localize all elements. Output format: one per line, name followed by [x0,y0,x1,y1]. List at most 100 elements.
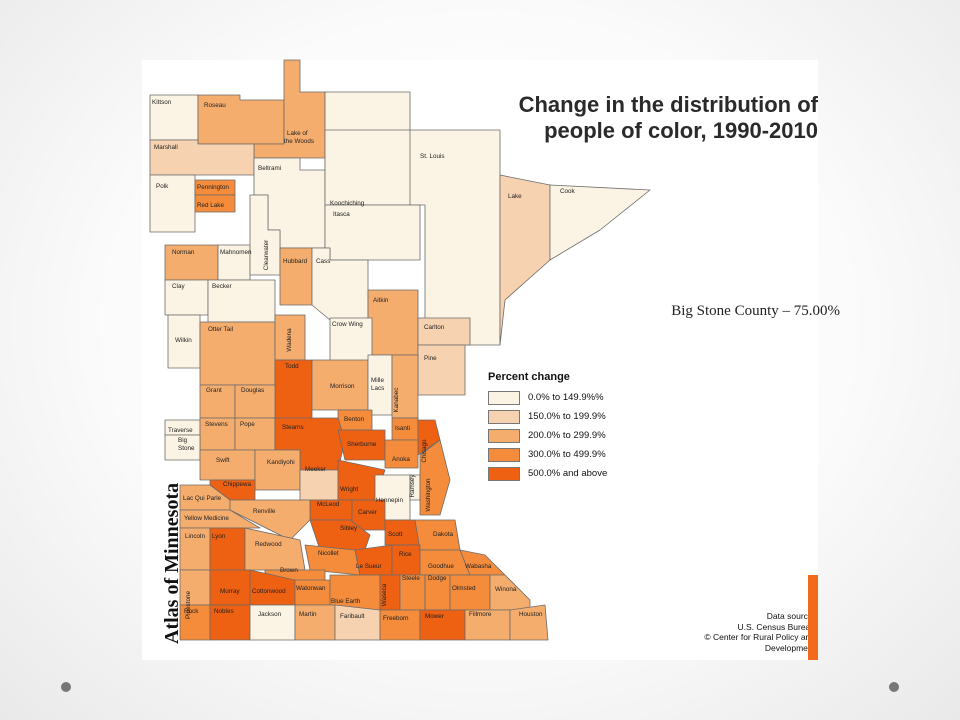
county-cook [549,184,651,261]
county-label-faribault: Faribault [340,613,365,620]
legend-swatch-4 [488,466,520,481]
legend-swatch-1 [488,409,520,424]
slide-dot-right [889,682,899,692]
map-title: Change in the distribution of people of … [470,92,818,144]
county-lake [499,174,551,346]
county-label-olmsted: Olmsted [452,585,476,592]
county-renville [229,499,311,541]
county-label-wadena: Wadena [286,328,293,352]
county-polk [149,174,196,233]
county-label-lake-of-the-woods: Lake of the Woods [284,130,314,145]
county-label-lincoln: Lincoln [185,533,205,540]
legend-title: Percent change [488,371,570,383]
county-faribault [334,604,381,641]
county-carlton [417,317,471,346]
accent-bar [808,575,818,660]
county-swift [199,449,256,481]
county-label-yellow-medicine: Yellow Medicine [184,515,229,522]
county-label-pipestone: Pipestone [185,591,192,620]
county-red-lake [194,194,236,213]
legend-swatch-2 [488,428,520,443]
legend: Percent change 0.0% to 149.9%% 150.0% to… [488,371,648,484]
county-label-ramsey: Ramsey [409,474,416,498]
county-label-murray: Murray [220,588,240,595]
county-yellow-medicine [179,509,261,529]
county-label-itasca: Itasca [333,211,350,218]
county-label-polk: Polk [156,183,169,190]
county-label-lyon: Lyon [212,533,226,540]
title-line-2: people of color, 1990-2010 [544,118,818,143]
county-label-scott: Scott [388,531,403,538]
county-houston [509,604,549,641]
county-koochiching [324,129,411,206]
county-label-douglas: Douglas [241,387,264,394]
county-label-aitkin: Aitkin [373,297,389,304]
county-label-meeker: Meeker [305,466,326,473]
county-label-blue-earth: Blue Earth [331,598,361,605]
county-label-sibley: Sibley [340,525,358,532]
county-label-cook: Cook [560,188,576,195]
legend-swatch-3 [488,447,520,462]
county-label-redwood: Redwood [255,541,282,548]
county-pine [417,344,466,396]
county-label-st-louis: St. Louis [420,153,445,160]
big-stone-note: Big Stone County – 75.00% [671,303,840,319]
county-label-kanabec: Kanabec [393,388,400,413]
legend-item-0: 0.0% to 149.9%% [488,389,648,406]
county-watonwan [294,579,331,606]
county-label-becker: Becker [212,283,232,290]
county-label-beltrami: Beltrami [258,165,281,172]
county-label-red-lake: Red Lake [197,202,224,209]
county-label-wright: Wright [340,486,358,493]
county-label-hennepin: Hennepin [376,497,403,504]
county-label-chippewa: Chippewa [223,481,252,488]
county-label-steele: Steele [402,575,420,582]
county-label-sherburne: Sherburne [347,441,377,448]
legend-label-4: 500.0% and above [528,468,608,479]
county-label-koochiching: Koochiching [330,200,365,207]
county-label-clay: Clay [172,283,185,290]
legend-label-3: 300.0% to 499.9% [528,449,606,460]
county-label-mower: Mower [425,613,444,620]
county-label-benton: Benton [344,416,364,423]
county-label-hubbard: Hubbard [283,258,308,265]
county-label-lac-qui-parle: Lac Qui Parle [183,495,222,502]
county-washington [419,439,451,516]
legend-label-1: 150.0% to 199.9% [528,411,606,422]
legend-label-0: 0.0% to 149.9%% [528,392,604,403]
source-line-2: U.S. Census Bureau [737,621,815,632]
county-clearwater [249,194,281,276]
county-kandiyohi [254,449,301,491]
county-label-cottonwood: Cottonwood [252,588,286,595]
legend-swatch-0 [488,390,520,405]
county-label-pennington: Pennington [197,184,229,191]
county-label-kandiyohi: Kandiyohi [267,459,295,466]
legend-item-1: 150.0% to 199.9% [488,408,648,425]
title-line-1: Change in the distribution of [518,92,818,117]
county-le-sueur [354,544,393,576]
source-line-3: © Center for Rural Policy and Developmen… [704,632,815,653]
county-rice [391,544,421,576]
county-label-grant: Grant [206,387,222,394]
county-label-todd: Todd [285,363,299,370]
county-label-houston: Houston [519,611,543,618]
atlas-label: Atlas of Minnesota [161,482,183,644]
legend-label-2: 200.0% to 299.9% [528,430,606,441]
county-label-cass: Cass [316,258,330,265]
county-label-carlton: Carlton [424,324,445,331]
county-label-crow-wing: Crow Wing [332,321,363,328]
county-winona [489,574,531,611]
county-label-isanti: Isanti [395,425,410,432]
data-source: Data source: U.S. Census Bureau © Center… [690,611,815,653]
county-label-morrison: Morrison [330,383,355,390]
county-label-anoka: Anoka [392,456,410,463]
source-line-1: Data source: [766,611,815,621]
county-sibley [309,519,371,551]
county-label-stevens: Stevens [205,421,228,428]
county-label-dakota: Dakota [433,531,453,538]
county-label-mcleod: McLeod [317,501,340,508]
county-label-freeborn: Freeborn [383,615,409,622]
county-label-kittson: Kittson [152,99,172,106]
county-label-wabasha: Wabasha [465,563,492,570]
